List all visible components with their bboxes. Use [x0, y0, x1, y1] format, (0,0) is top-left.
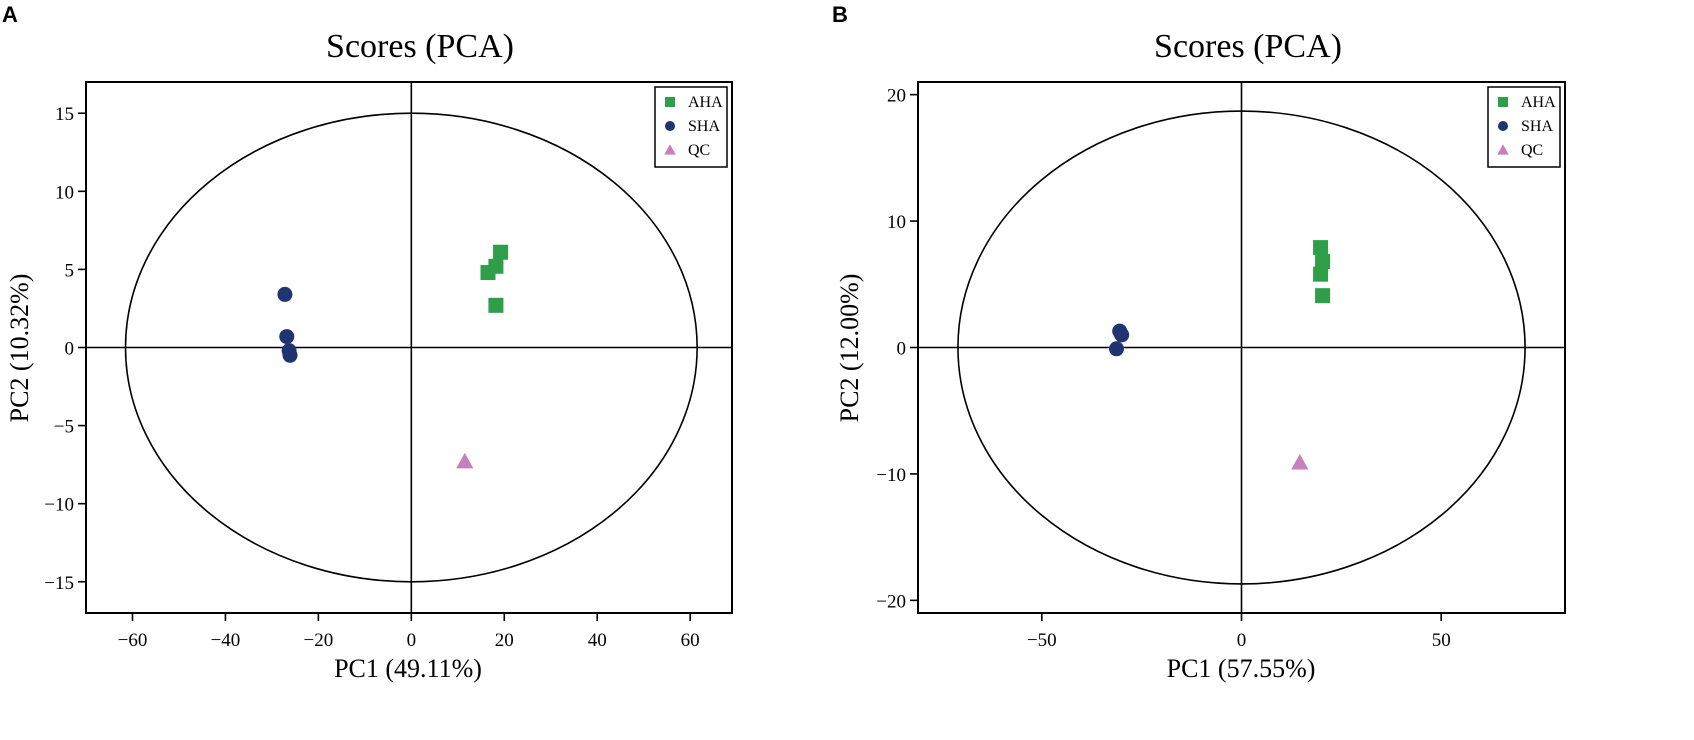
point-sha-b [1114, 327, 1130, 343]
point-sha-a [279, 329, 295, 345]
x-axis-label-b: PC1 (57.55%) [1167, 654, 1316, 683]
legend-label-sha-b: SHA [1521, 118, 1553, 135]
point-aha-a [480, 265, 496, 281]
chart-title-a: Scores (PCA) [326, 28, 514, 65]
y-tick-label-a: 0 [65, 339, 75, 360]
y-tick-label-a: 10 [55, 182, 74, 203]
x-tick-label-b: 50 [1432, 630, 1451, 651]
point-aha-b [1315, 254, 1331, 270]
y-axis-label-a: PC2 (10.32%) [5, 274, 34, 423]
legend-label-sha-a: SHA [688, 118, 720, 135]
legend-marker-sha-a [665, 121, 675, 131]
legend-marker-aha-b [1498, 97, 1508, 107]
y-tick-label-a: −15 [44, 573, 74, 594]
point-sha-a [277, 286, 293, 302]
panel-letter-b: B [832, 2, 848, 27]
point-aha-a [493, 244, 509, 260]
x-tick-label-b: 0 [1237, 630, 1247, 651]
x-axis-label-a: PC1 (49.11%) [334, 654, 482, 683]
panel-b: B Scores (PCA) PC1 (57.55%) PC2 (12.00%)… [832, 2, 1566, 683]
legend-label-aha-b: AHA [1521, 94, 1556, 111]
y-tick-label-b: 0 [897, 339, 907, 360]
plot-area-b [918, 82, 1565, 613]
legend-marker-aha-a [665, 97, 675, 107]
x-tick-label-a: 60 [681, 630, 700, 651]
legend-label-qc-b: QC [1521, 142, 1543, 159]
legend-b: AHA SHA QC [1487, 86, 1561, 168]
plot-area-a [86, 82, 732, 613]
x-tick-label-a: 0 [407, 630, 417, 651]
point-sha-b [1108, 341, 1124, 357]
point-aha-a [488, 297, 504, 313]
point-sha-a [282, 347, 298, 363]
point-aha-b [1313, 240, 1329, 256]
x-tick-label-a: −20 [304, 630, 334, 651]
legend-a: AHA SHA QC [654, 86, 728, 168]
y-tick-label-a: −10 [44, 495, 74, 516]
legend-marker-qc-a [664, 144, 676, 155]
x-tick-label-b: −50 [1027, 630, 1057, 651]
legend-marker-qc-b [1497, 144, 1509, 155]
y-tick-label-a: −5 [54, 417, 74, 438]
legend-label-aha-a: AHA [688, 94, 723, 111]
x-tick-label-a: −40 [211, 630, 241, 651]
x-tick-label-a: 40 [588, 630, 607, 651]
point-qc-a [456, 452, 474, 469]
chart-title-b: Scores (PCA) [1154, 28, 1342, 65]
point-aha-b [1315, 288, 1331, 304]
legend-marker-sha-b [1498, 121, 1508, 131]
panel-letter-a: A [2, 2, 18, 27]
y-tick-label-b: −10 [876, 465, 906, 486]
y-tick-label-a: 5 [65, 260, 75, 281]
panel-a: A Scores (PCA) PC1 (49.11%) PC2 (10.32%)… [2, 2, 733, 683]
y-tick-label-b: −20 [876, 591, 906, 612]
y-tick-label-b: 10 [887, 212, 906, 233]
y-axis-label-b: PC2 (12.00%) [835, 274, 864, 423]
x-tick-label-a: 20 [495, 630, 514, 651]
x-tick-label-a: −60 [118, 630, 148, 651]
y-tick-label-a: 15 [55, 104, 74, 125]
y-tick-label-b: 20 [887, 86, 906, 107]
point-aha-b [1313, 266, 1329, 282]
legend-label-qc-a: QC [688, 142, 710, 159]
point-qc-b [1291, 453, 1309, 470]
